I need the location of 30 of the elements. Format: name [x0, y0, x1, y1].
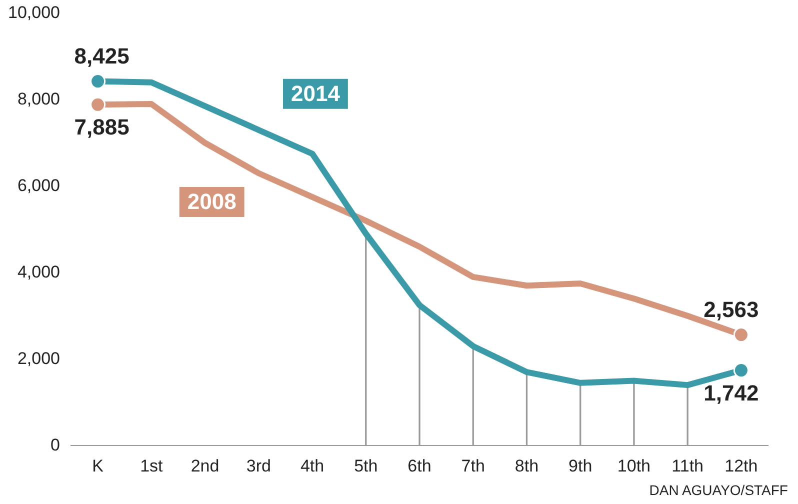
y-tick-label: 2,000 [17, 348, 60, 368]
y-tick-label: 10,000 [8, 2, 60, 22]
series-label: 2008 [187, 189, 236, 214]
x-tick-label: 1st [140, 456, 164, 476]
x-tick-label: 4th [300, 456, 324, 476]
series-label: 2014 [290, 80, 341, 106]
data-label: 2,563 [704, 296, 759, 322]
x-tick-label: 8th [514, 456, 539, 476]
x-tick-label: 3rd [246, 456, 271, 476]
y-tick-label: 4,000 [17, 262, 60, 282]
y-tick-label: 6,000 [17, 176, 60, 195]
y-tick-label: 8,000 [17, 89, 60, 108]
data-label: 1,742 [704, 380, 759, 406]
x-tick-label: 12th [724, 456, 758, 476]
data-label: 7,885 [74, 114, 130, 140]
x-tick-label: 11th [672, 456, 704, 476]
point [90, 74, 106, 90]
x-tick-label: 9th [568, 456, 592, 476]
x-tick-label: 5th [354, 456, 378, 476]
x-tick-label: 6th [408, 456, 432, 476]
text: DAN AGUAYO/STAFF [649, 482, 788, 498]
point [733, 327, 749, 343]
x-tick-label: 10th [617, 456, 651, 476]
point [733, 362, 749, 378]
x-tick-label: K [92, 456, 104, 476]
x-tick-label: 7th [461, 456, 485, 476]
point [90, 96, 106, 112]
y-tick-label: 0 [50, 435, 60, 454]
data-label: 8,425 [74, 43, 130, 68]
x-tick-label: 2nd [190, 456, 220, 476]
